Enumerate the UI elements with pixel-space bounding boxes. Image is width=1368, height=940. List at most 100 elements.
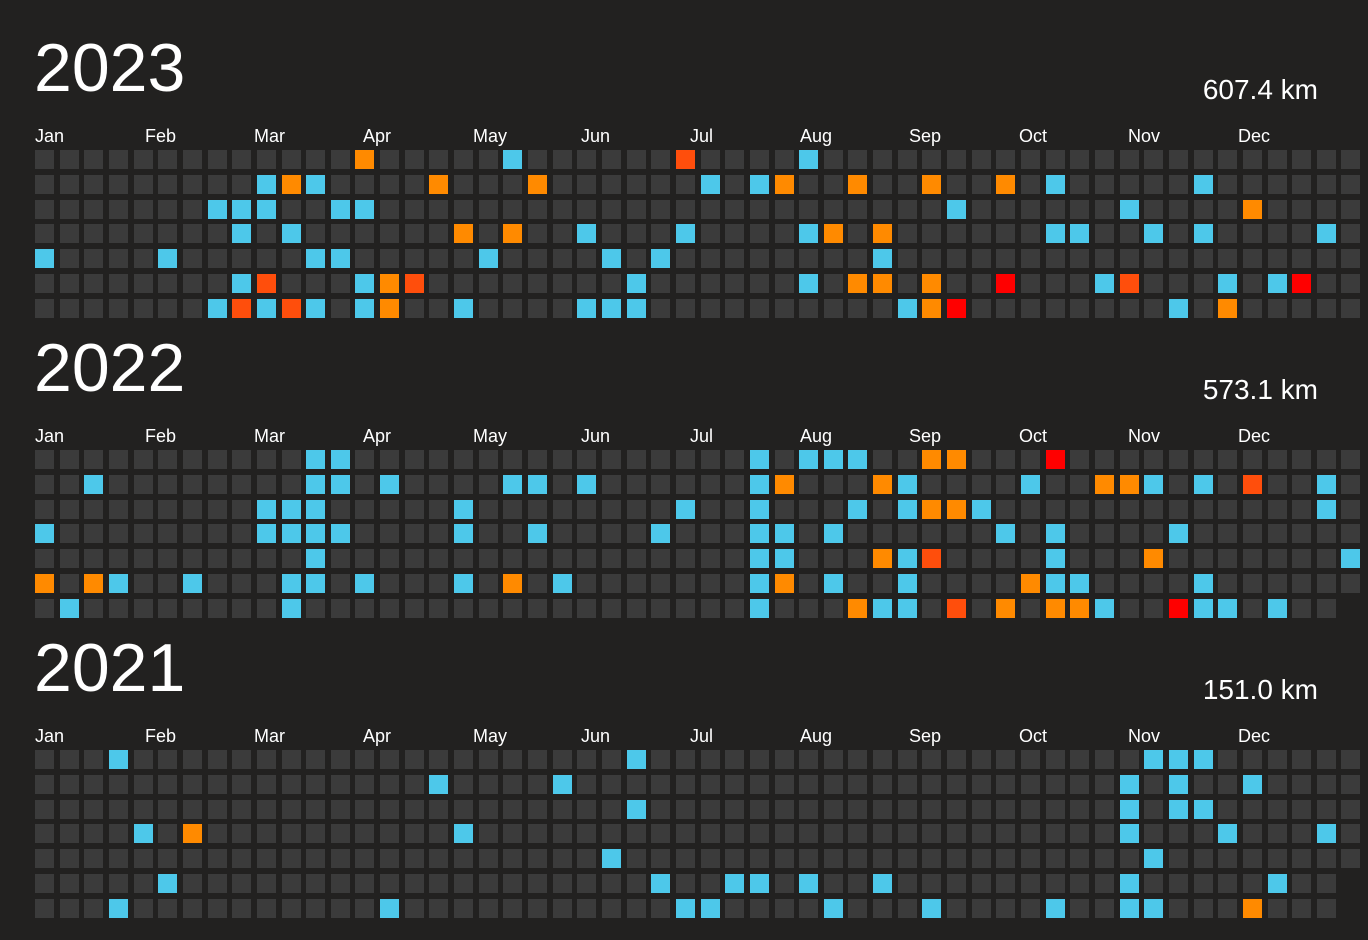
day-cell[interactable] — [109, 524, 128, 543]
day-cell-active[interactable] — [1218, 824, 1237, 843]
day-cell[interactable] — [922, 775, 941, 794]
day-cell[interactable] — [1268, 750, 1287, 769]
day-cell[interactable] — [627, 599, 646, 618]
day-cell[interactable] — [528, 224, 547, 243]
day-cell[interactable] — [1292, 450, 1311, 469]
day-cell[interactable] — [996, 150, 1015, 169]
day-cell-active[interactable] — [109, 899, 128, 918]
day-cell-active[interactable] — [848, 500, 867, 519]
day-cell[interactable] — [183, 249, 202, 268]
day-cell[interactable] — [1021, 274, 1040, 293]
day-cell[interactable] — [1243, 175, 1262, 194]
day-cell[interactable] — [405, 824, 424, 843]
day-cell-active[interactable] — [380, 274, 399, 293]
day-cell[interactable] — [454, 150, 473, 169]
day-cell[interactable] — [996, 224, 1015, 243]
day-cell[interactable] — [651, 274, 670, 293]
day-cell-active[interactable] — [306, 524, 325, 543]
day-cell-active[interactable] — [873, 874, 892, 893]
day-cell[interactable] — [331, 500, 350, 519]
day-cell-active[interactable] — [1046, 450, 1065, 469]
day-cell[interactable] — [331, 800, 350, 819]
day-cell[interactable] — [1070, 475, 1089, 494]
day-cell[interactable] — [405, 224, 424, 243]
day-cell[interactable] — [306, 274, 325, 293]
day-cell-active[interactable] — [1070, 574, 1089, 593]
day-cell[interactable] — [208, 450, 227, 469]
day-cell[interactable] — [898, 899, 917, 918]
day-cell[interactable] — [429, 475, 448, 494]
day-cell[interactable] — [799, 775, 818, 794]
day-cell-active[interactable] — [824, 524, 843, 543]
day-cell[interactable] — [1194, 524, 1213, 543]
day-cell[interactable] — [972, 549, 991, 568]
day-cell-active[interactable] — [503, 150, 522, 169]
day-cell[interactable] — [577, 849, 596, 868]
day-cell[interactable] — [35, 299, 54, 318]
day-cell-active[interactable] — [1120, 775, 1139, 794]
day-cell[interactable] — [479, 274, 498, 293]
day-cell[interactable] — [158, 800, 177, 819]
day-cell[interactable] — [429, 224, 448, 243]
day-cell[interactable] — [1292, 775, 1311, 794]
day-cell-active[interactable] — [158, 249, 177, 268]
day-cell[interactable] — [405, 599, 424, 618]
day-cell-active[interactable] — [1317, 500, 1336, 519]
day-cell[interactable] — [701, 750, 720, 769]
day-cell[interactable] — [947, 574, 966, 593]
day-cell[interactable] — [158, 224, 177, 243]
day-cell-active[interactable] — [282, 524, 301, 543]
day-cell[interactable] — [109, 824, 128, 843]
day-cell[interactable] — [676, 475, 695, 494]
day-cell-active[interactable] — [947, 500, 966, 519]
day-cell[interactable] — [282, 899, 301, 918]
day-cell[interactable] — [947, 175, 966, 194]
day-cell[interactable] — [799, 524, 818, 543]
day-cell[interactable] — [1021, 224, 1040, 243]
day-cell[interactable] — [873, 800, 892, 819]
day-cell[interactable] — [553, 150, 572, 169]
day-cell[interactable] — [158, 849, 177, 868]
day-cell[interactable] — [1218, 800, 1237, 819]
day-cell[interactable] — [627, 874, 646, 893]
day-cell-active[interactable] — [1218, 274, 1237, 293]
day-cell-active[interactable] — [725, 874, 744, 893]
day-cell-active[interactable] — [1046, 574, 1065, 593]
day-cell[interactable] — [134, 549, 153, 568]
day-cell[interactable] — [577, 549, 596, 568]
day-cell[interactable] — [947, 224, 966, 243]
day-cell-active[interactable] — [873, 274, 892, 293]
day-cell[interactable] — [848, 800, 867, 819]
day-cell[interactable] — [651, 775, 670, 794]
day-cell[interactable] — [627, 849, 646, 868]
day-cell[interactable] — [84, 274, 103, 293]
day-cell[interactable] — [1317, 299, 1336, 318]
day-cell[interactable] — [1021, 549, 1040, 568]
day-cell[interactable] — [503, 750, 522, 769]
day-cell[interactable] — [873, 200, 892, 219]
day-cell[interactable] — [922, 150, 941, 169]
day-cell[interactable] — [208, 800, 227, 819]
day-cell[interactable] — [232, 450, 251, 469]
day-cell[interactable] — [282, 450, 301, 469]
day-cell-active[interactable] — [1021, 574, 1040, 593]
day-cell[interactable] — [898, 874, 917, 893]
day-cell[interactable] — [701, 549, 720, 568]
day-cell[interactable] — [750, 824, 769, 843]
day-cell[interactable] — [972, 574, 991, 593]
day-cell[interactable] — [1095, 150, 1114, 169]
day-cell[interactable] — [208, 899, 227, 918]
day-cell-active[interactable] — [183, 824, 202, 843]
day-cell[interactable] — [60, 150, 79, 169]
day-cell[interactable] — [848, 524, 867, 543]
day-cell[interactable] — [651, 299, 670, 318]
day-cell[interactable] — [380, 500, 399, 519]
day-cell-active[interactable] — [479, 249, 498, 268]
day-cell[interactable] — [183, 524, 202, 543]
day-cell[interactable] — [1292, 800, 1311, 819]
day-cell[interactable] — [429, 299, 448, 318]
day-cell-active[interactable] — [1169, 299, 1188, 318]
day-cell[interactable] — [60, 524, 79, 543]
day-cell-active[interactable] — [1021, 475, 1040, 494]
day-cell[interactable] — [380, 750, 399, 769]
